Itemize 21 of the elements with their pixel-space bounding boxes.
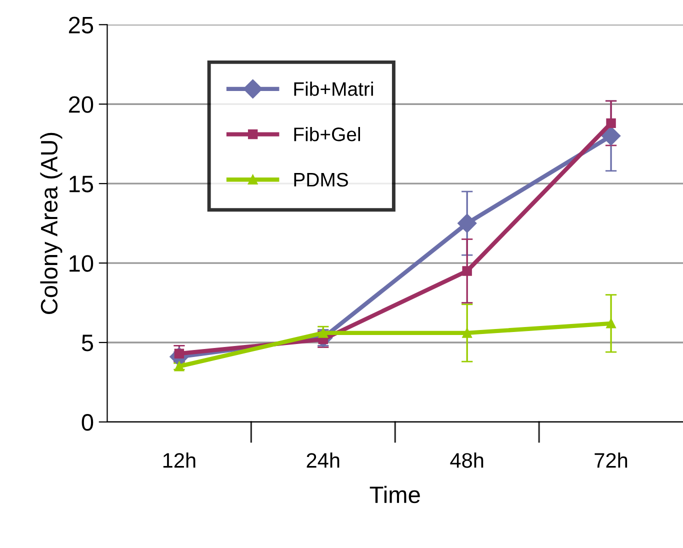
point bbox=[606, 318, 616, 328]
legend-label: Fib+Matri bbox=[294, 82, 373, 96]
x-axis-title: Time bbox=[370, 486, 420, 504]
point bbox=[601, 126, 621, 146]
legend-label: PDMS bbox=[294, 172, 348, 187]
x-tick-label: 12h bbox=[163, 452, 196, 468]
y-axis-title: Colony Area (AU) bbox=[40, 132, 62, 314]
x-tick-label: 24h bbox=[306, 452, 340, 468]
x-tick-label: 48h bbox=[450, 452, 484, 468]
point bbox=[462, 266, 472, 276]
x-tick-label: 72h bbox=[594, 452, 628, 468]
y-tick-label: 25 bbox=[68, 16, 94, 34]
y-tick-label: 15 bbox=[70, 176, 94, 192]
legend-label: Fib+Gel bbox=[294, 126, 360, 142]
y-tick-label: 10 bbox=[70, 255, 94, 272]
y-tick-label: 5 bbox=[82, 334, 94, 352]
y-tick-label: 20 bbox=[68, 96, 94, 113]
y-tick-label: 0 bbox=[82, 414, 94, 431]
point bbox=[458, 214, 477, 233]
point bbox=[606, 118, 616, 128]
point bbox=[462, 328, 472, 338]
